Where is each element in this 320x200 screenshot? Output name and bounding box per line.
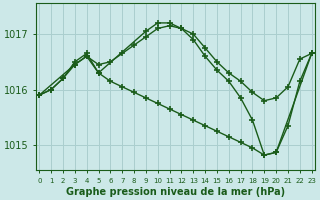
X-axis label: Graphe pression niveau de la mer (hPa): Graphe pression niveau de la mer (hPa) xyxy=(66,187,285,197)
